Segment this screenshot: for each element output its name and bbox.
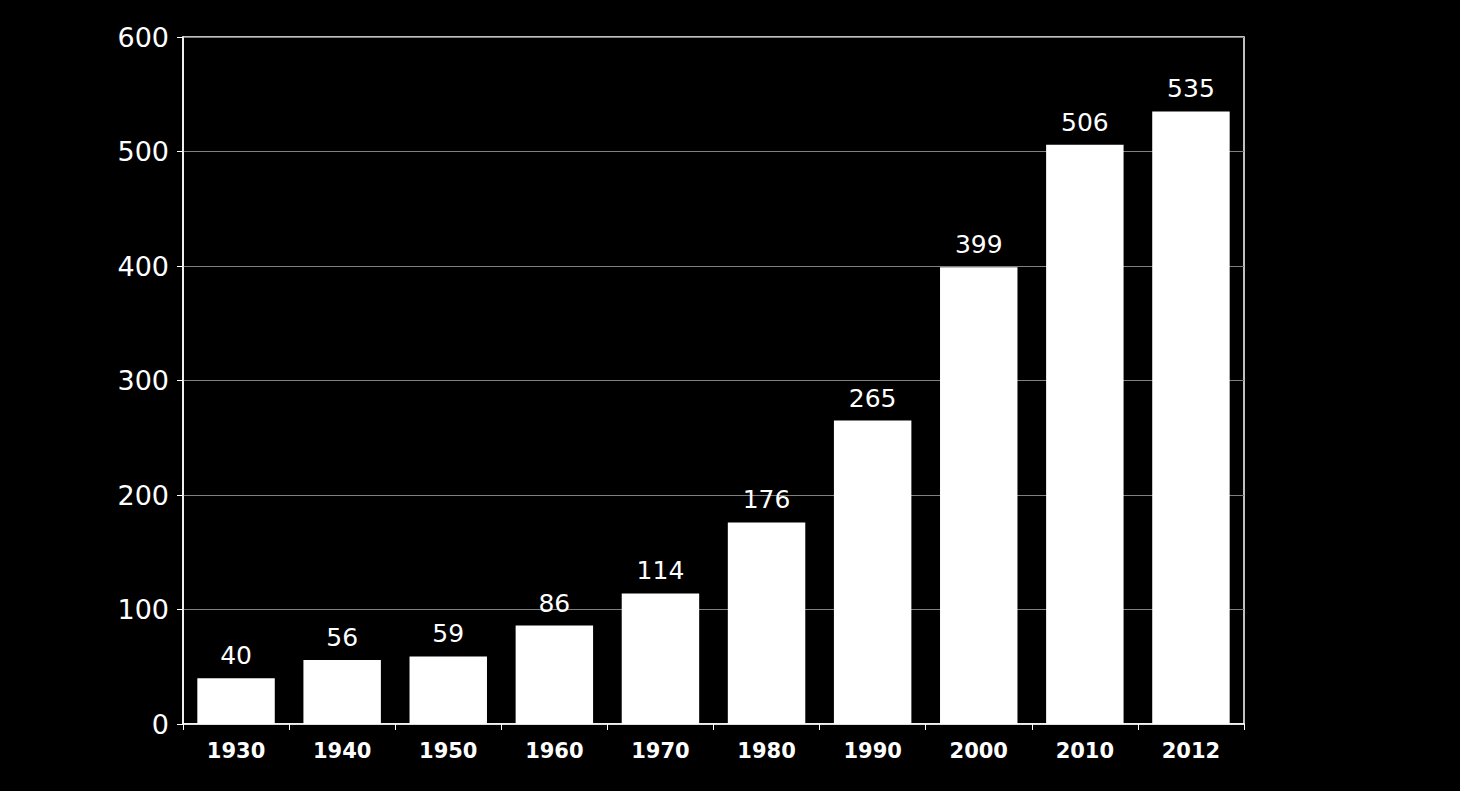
svg-text:400: 400 [117, 251, 169, 282]
svg-text:2010: 2010 [1056, 739, 1114, 763]
svg-text:1960: 1960 [525, 739, 583, 763]
svg-text:100: 100 [117, 594, 169, 625]
svg-text:176: 176 [743, 485, 791, 514]
svg-text:1950: 1950 [419, 739, 477, 763]
svg-text:200: 200 [117, 480, 169, 511]
svg-text:1970: 1970 [631, 739, 689, 763]
svg-text:265: 265 [849, 384, 897, 413]
svg-text:0: 0 [152, 709, 169, 740]
svg-text:2012: 2012 [1162, 739, 1220, 763]
svg-text:300: 300 [117, 365, 169, 396]
svg-text:600: 600 [117, 22, 169, 53]
svg-text:535: 535 [1167, 74, 1215, 103]
svg-text:1980: 1980 [737, 739, 795, 763]
svg-text:506: 506 [1061, 108, 1109, 137]
svg-text:56: 56 [326, 623, 358, 652]
svg-text:86: 86 [538, 589, 570, 618]
svg-text:2000: 2000 [950, 739, 1008, 763]
svg-text:399: 399 [955, 230, 1003, 259]
svg-text:1940: 1940 [313, 739, 371, 763]
svg-text:59: 59 [432, 619, 464, 648]
svg-text:1930: 1930 [207, 739, 265, 763]
svg-text:40: 40 [220, 641, 252, 670]
svg-text:500: 500 [117, 136, 169, 167]
svg-text:1990: 1990 [843, 739, 901, 763]
svg-text:114: 114 [637, 556, 685, 585]
